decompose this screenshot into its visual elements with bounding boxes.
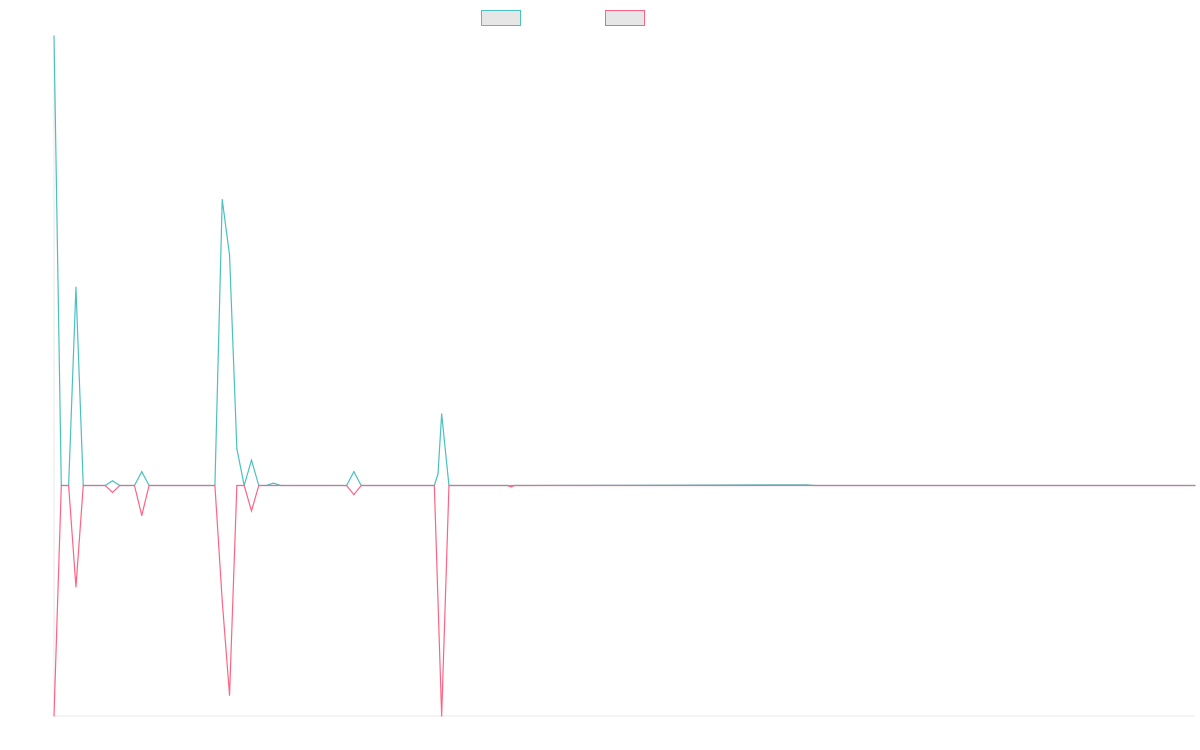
data-point [60,484,62,487]
data-point [214,484,216,487]
legend-swatch [481,10,521,26]
series-line-1 [53,35,1195,487]
data-point [441,715,443,717]
data-point [243,484,245,487]
data-point [148,484,150,487]
series-layer [53,35,1196,717]
legend [481,10,645,26]
data-point [104,484,106,487]
data-point [221,600,223,602]
axes [53,36,1195,717]
data-point [53,715,55,717]
data-point [75,286,77,288]
data-point [441,413,443,415]
data-point [228,254,231,256]
data-point [111,480,114,482]
data-point [514,484,516,487]
data-point [141,471,143,473]
data-point [111,491,114,494]
data-point [360,484,362,487]
data-point [272,482,275,484]
data-point [506,484,509,487]
data-point [133,484,136,487]
data-point [250,459,253,461]
data-point [68,484,70,487]
data-point [510,486,512,488]
data-point [221,199,223,201]
series-line-2 [53,484,1195,717]
data-point [258,484,260,487]
data-point [448,484,450,487]
legend-swatch [605,10,645,26]
data-point [75,586,77,588]
data-point [236,448,238,450]
data-point [250,510,253,512]
data-point [119,484,121,487]
data-point [141,514,143,517]
data-point [345,484,348,487]
data-point [1194,484,1196,487]
data-point [353,494,355,496]
data-point [433,484,435,487]
data-point [82,484,84,487]
data-point [437,473,439,475]
data-point [353,471,355,473]
series-points-2 [53,484,1196,717]
data-point [53,35,55,37]
data-point [236,484,238,487]
data-point [228,694,231,696]
series-points-1 [53,35,1196,487]
